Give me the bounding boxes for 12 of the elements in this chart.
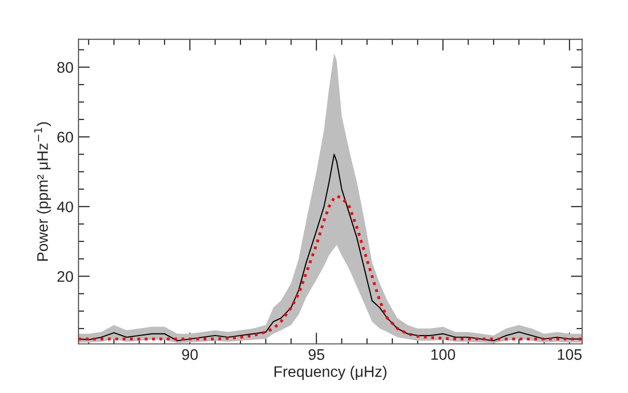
x-tick-label: 105 (558, 349, 582, 360)
x-tick-label: 95 (308, 349, 324, 360)
y-tick-label: 40 (57, 201, 74, 212)
x-tick-label: 100 (431, 349, 456, 360)
x-tick-label: 90 (182, 349, 198, 360)
y-axis-title: Power (ppm² μHz$^{−1}$) (34, 122, 51, 261)
line-series (78, 194, 582, 340)
y-tick-label: 80 (57, 62, 74, 73)
line-series (78, 154, 582, 342)
y-tick-label: 60 (57, 132, 74, 143)
y-tick-label: 20 (57, 271, 74, 282)
x-axis-title: Frequency (μHz) (274, 366, 386, 380)
